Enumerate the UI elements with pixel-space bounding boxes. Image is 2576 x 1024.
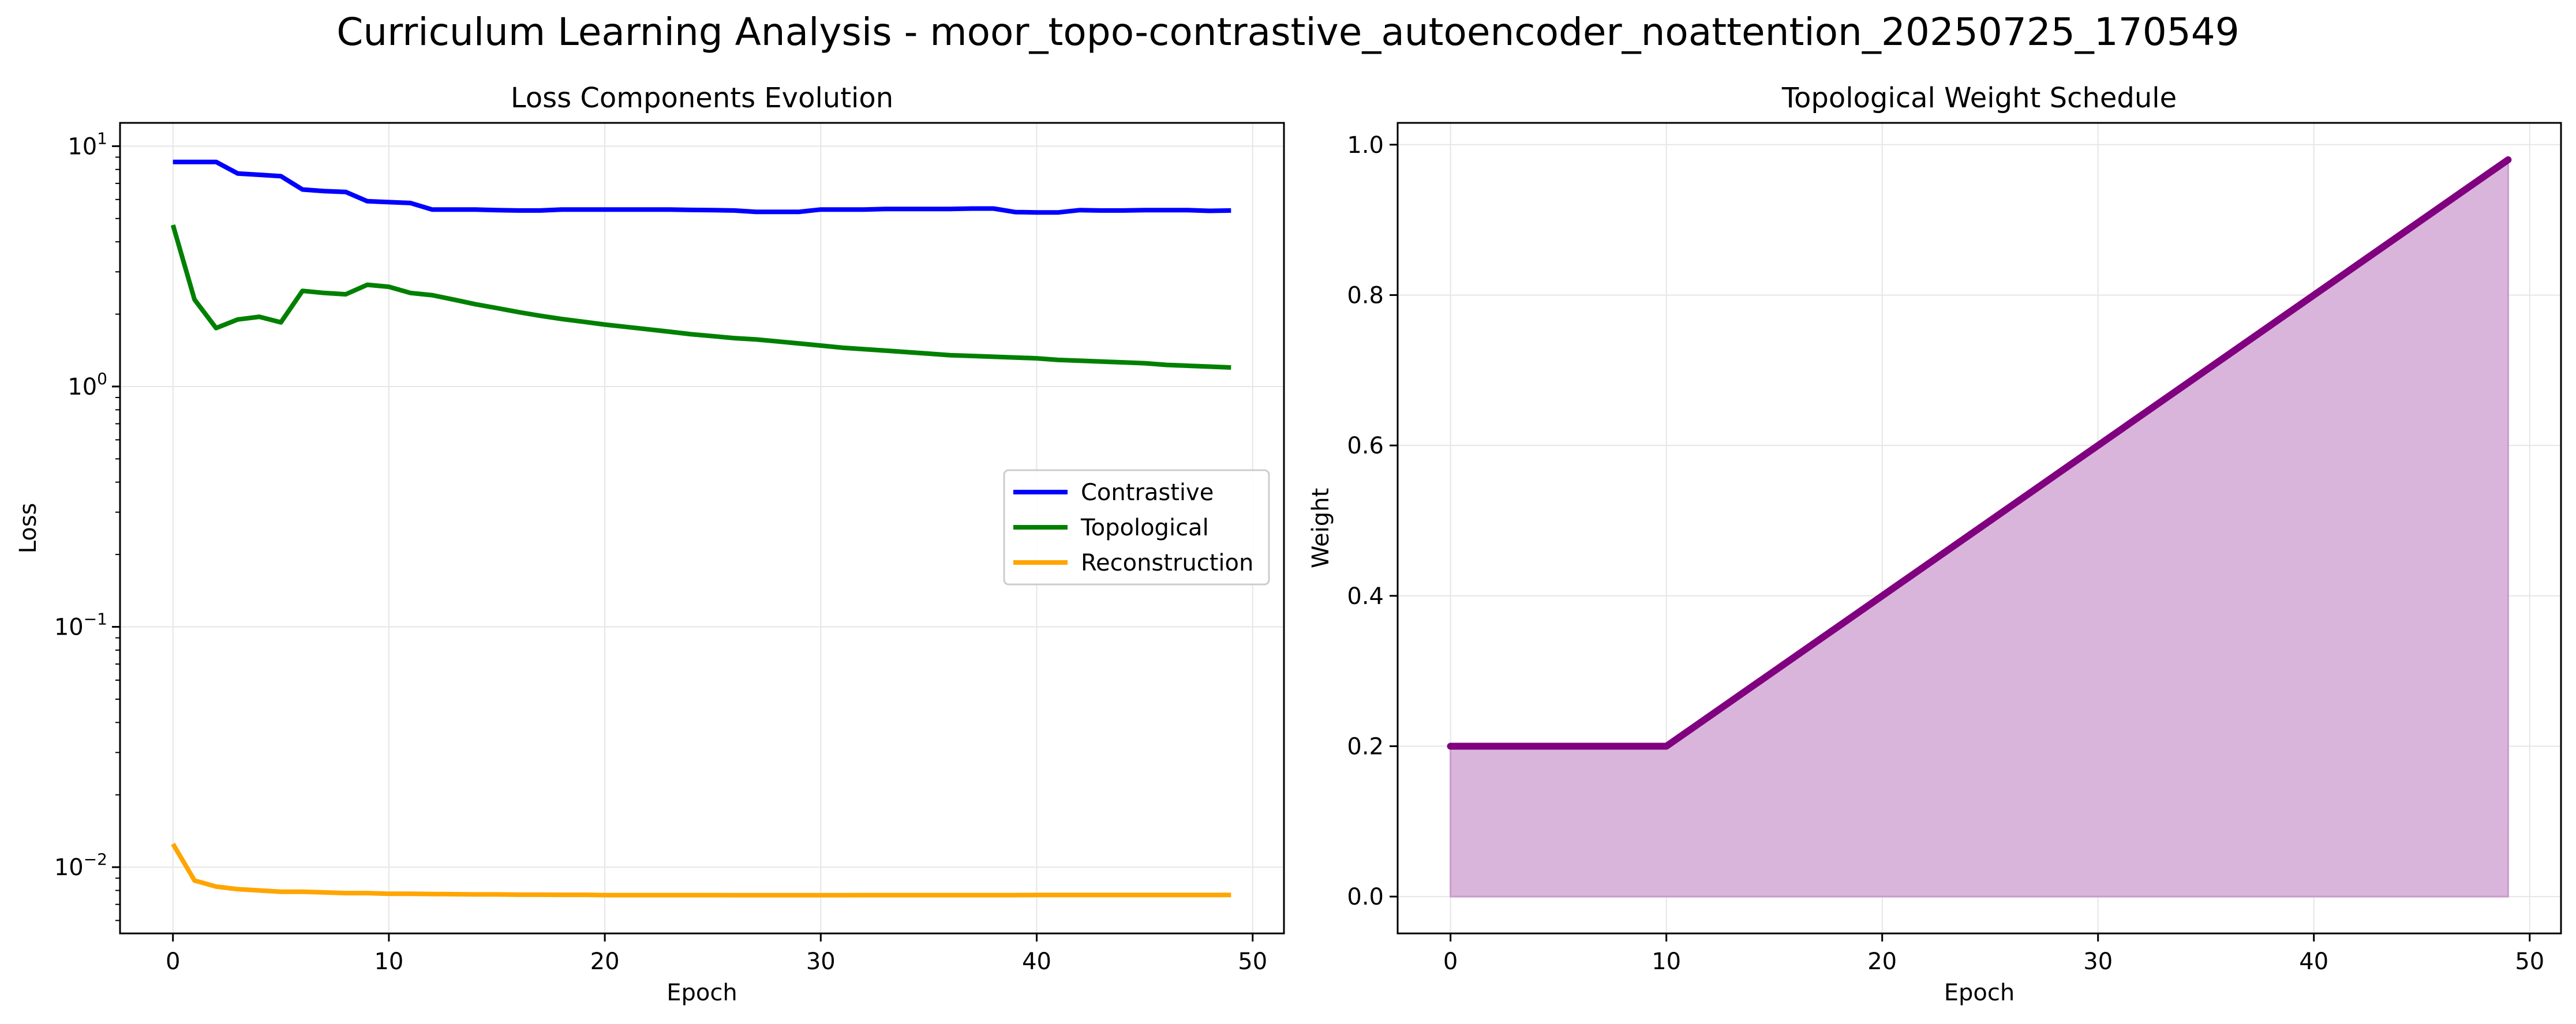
- loss-chart-frame: [119, 122, 1285, 935]
- weight-chart-y-tick-label: 0.6: [1347, 433, 1384, 459]
- weight-chart-x-tick-label: 50: [2515, 948, 2544, 975]
- legend-box: [1003, 469, 1270, 586]
- weight-chart-x-tick-label: 10: [1652, 948, 1681, 975]
- legend-label-reconstruction: Reconstruction: [1081, 550, 1253, 576]
- loss-chart-y-tick-label: 10−1: [54, 610, 107, 641]
- loss-chart-y-tick-label: 100: [68, 369, 107, 400]
- loss-chart-x-tick-label: 50: [1238, 948, 1267, 975]
- legend-label-topological: Topological: [1080, 515, 1209, 541]
- legend-label-contrastive: Contrastive: [1081, 479, 1214, 506]
- loss-series-line-reconstruction: [171, 842, 1231, 898]
- loss-chart-x-tick-label: 20: [590, 948, 620, 975]
- loss-series-line-contrastive: [173, 159, 1231, 215]
- weight-chart-y-tick-label: 1.0: [1347, 132, 1384, 159]
- weight-chart-y-axis-label: Weight: [1308, 488, 1334, 568]
- loss-chart: Loss Components Evolution Epoch Loss 0 10…: [15, 82, 1285, 1006]
- loss-chart-y-tick-label: 101: [68, 129, 107, 160]
- loss-chart-x-axis-label: Epoch: [667, 980, 737, 1006]
- loss-chart-x-tick-label: 30: [806, 948, 836, 975]
- loss-chart-x-tick-label: 40: [1022, 948, 1051, 975]
- loss-series-line-topological: [170, 224, 1231, 370]
- weight-chart-y-tick-label: 0.4: [1347, 583, 1384, 610]
- weight-chart-x-tick-label: 0: [1443, 948, 1458, 975]
- loss-chart-y-tick-label: 10−2: [54, 850, 107, 881]
- weight-chart-y-tick-label: 0.0: [1347, 884, 1384, 910]
- weight-chart-x-tick-label: 20: [1867, 948, 1897, 975]
- weight-chart-x-tick-label: 40: [2299, 948, 2328, 975]
- weight-series-line: [1447, 156, 2512, 750]
- loss-chart-legend: Contrastive Topological Reconstruction: [1003, 469, 1270, 586]
- weight-chart-y-tick-label: 0.2: [1347, 733, 1384, 760]
- weight-chart-x-tick-label: 30: [2083, 948, 2113, 975]
- loss-chart-x-tick-label: 10: [374, 948, 403, 975]
- weight-chart-title: Topological Weight Schedule: [1781, 82, 2177, 114]
- loss-chart-x-tick-label: 0: [166, 948, 180, 975]
- loss-chart-title: Loss Components Evolution: [511, 82, 893, 114]
- weight-chart-frame: [1396, 122, 2562, 935]
- loss-chart-y-axis-label: Loss: [15, 503, 42, 554]
- weight-chart-y-tick-label: 0.8: [1347, 282, 1384, 309]
- weight-chart: Topological Weight Schedule Epoch Weight…: [1308, 82, 2562, 1006]
- figure-title: Curriculum Learning Analysis - moor_topo…: [336, 10, 2240, 54]
- weight-chart-x-axis-label: Epoch: [1944, 980, 2015, 1006]
